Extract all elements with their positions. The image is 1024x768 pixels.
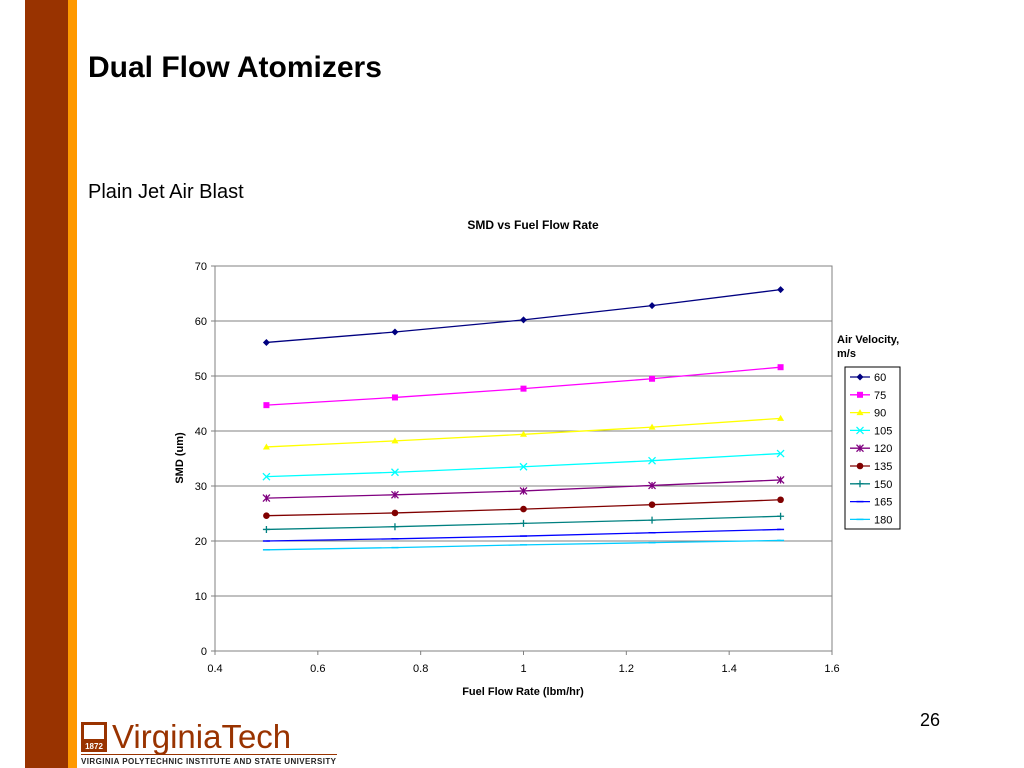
marker	[520, 519, 527, 527]
marker	[649, 375, 656, 382]
legend-marker	[856, 373, 864, 381]
legend-label: 60	[874, 372, 886, 384]
marker	[520, 430, 527, 437]
y-tick-label: 40	[195, 426, 207, 438]
x-tick-label: 0.4	[207, 663, 222, 675]
logo-rule	[81, 754, 337, 755]
marker	[519, 486, 528, 495]
chart-title: SMD vs Fuel Flow Rate	[467, 218, 599, 232]
marker	[263, 512, 270, 519]
marker	[390, 490, 399, 499]
legend-marker	[856, 426, 864, 435]
marker	[520, 505, 527, 513]
legend-label: 120	[874, 443, 892, 455]
marker	[391, 509, 399, 517]
marker	[648, 423, 656, 430]
y-tick-label: 60	[195, 316, 207, 328]
marker	[262, 472, 271, 481]
marker	[648, 516, 656, 524]
y-tick-label: 70	[195, 261, 207, 273]
marker	[776, 475, 785, 484]
y-tick-label: 10	[195, 591, 207, 603]
side-bar	[25, 0, 68, 768]
logo-tagline: VIRGINIA POLYTECHNIC INSTITUTE AND STATE…	[81, 757, 337, 766]
legend-label: 180	[874, 514, 892, 526]
slide-title: Dual Flow Atomizers	[88, 51, 382, 84]
marker	[263, 402, 270, 409]
x-axis-label: Fuel Flow Rate (lbm/hr)	[462, 686, 584, 698]
page-number: 26	[920, 710, 940, 730]
marker	[777, 364, 784, 371]
legend-marker	[857, 391, 863, 398]
legend-marker	[856, 462, 864, 470]
x-tick-label: 1.4	[722, 663, 737, 675]
marker	[648, 481, 657, 490]
marker	[520, 385, 527, 392]
marker	[262, 443, 270, 450]
marker	[520, 316, 527, 324]
marker	[519, 462, 528, 471]
y-axis-label: SMD (um)	[174, 432, 186, 484]
marker	[777, 496, 784, 504]
marker	[262, 338, 270, 346]
legend-label: 105	[874, 425, 892, 437]
legend-label: 150	[874, 479, 892, 491]
side-bar-accent	[68, 0, 77, 768]
x-tick-label: 0.6	[310, 663, 325, 675]
logo-shield-inner	[84, 725, 104, 739]
marker	[648, 302, 656, 310]
marker	[262, 525, 270, 533]
marker	[390, 468, 399, 477]
legend-marker	[856, 444, 864, 453]
legend-label: 75	[874, 390, 886, 402]
legend-marker	[856, 409, 864, 416]
marker	[648, 501, 656, 509]
logo-name: VirginiaTech	[112, 718, 291, 755]
legend-title: Air Velocity, m/s	[837, 334, 900, 360]
legend-label: 135	[874, 461, 892, 473]
logo-year: 1872	[85, 742, 103, 751]
y-tick-label: 50	[195, 371, 207, 383]
x-tick-label: 1.2	[619, 663, 634, 675]
x-tick-label: 0.8	[413, 663, 428, 675]
marker	[262, 494, 271, 503]
y-tick-label: 20	[195, 536, 207, 548]
y-tick-label: 0	[201, 646, 207, 658]
marker	[776, 449, 785, 458]
marker	[391, 437, 399, 444]
x-tick-label: 1.6	[824, 663, 839, 675]
y-tick-label: 30	[195, 481, 207, 493]
marker	[777, 512, 785, 520]
marker	[648, 456, 657, 465]
marker	[391, 394, 398, 401]
marker	[777, 286, 785, 294]
slide-subtitle: Plain Jet Air Blast	[88, 181, 244, 203]
legend-marker	[856, 480, 864, 488]
marker	[391, 328, 399, 336]
plot-area	[214, 265, 833, 652]
legend-label: 90	[874, 408, 886, 420]
legend-label: 165	[874, 497, 892, 509]
marker	[391, 523, 399, 531]
x-tick-label: 1	[520, 663, 526, 675]
logo: 1872 VirginiaTech VIRGINIA POLYTECHNIC I…	[81, 718, 337, 766]
marker	[777, 414, 785, 421]
